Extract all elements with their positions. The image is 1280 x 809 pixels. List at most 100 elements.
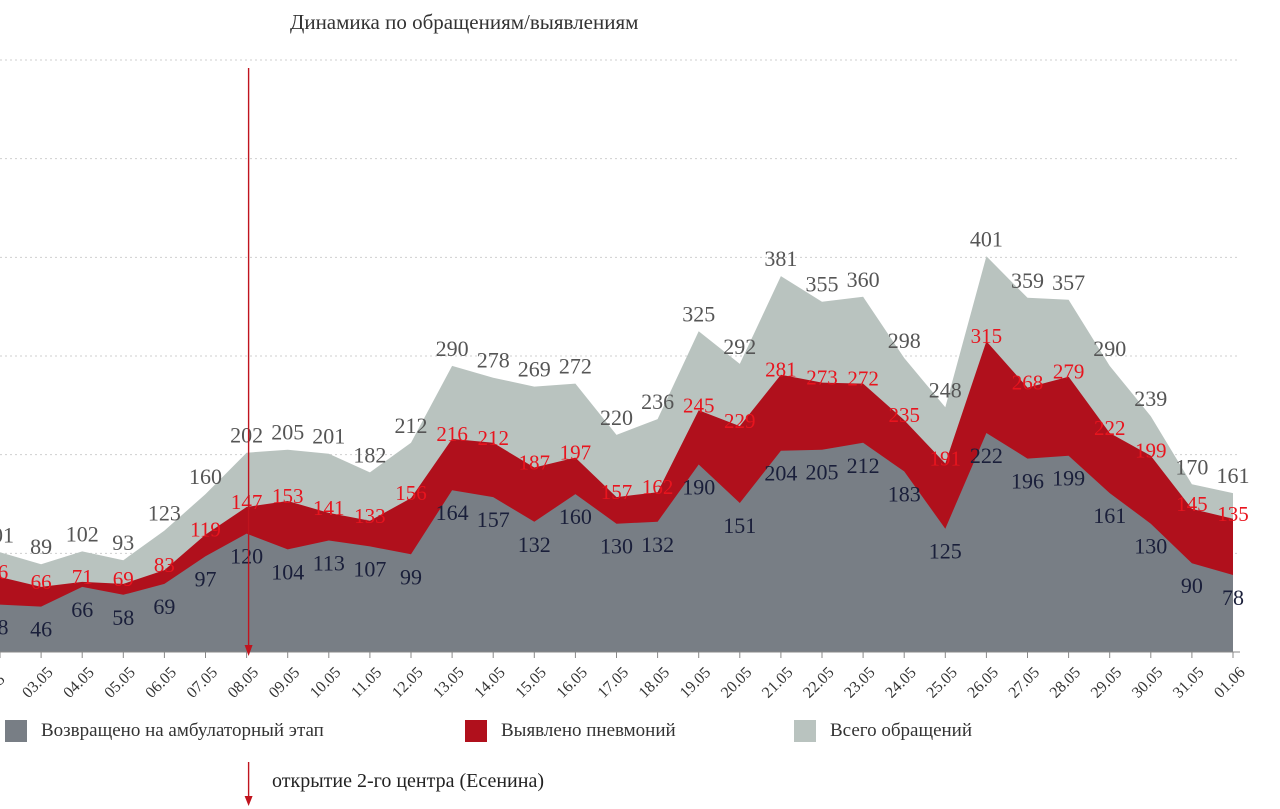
data-label-s0: 107	[353, 556, 386, 581]
data-label-s0: 190	[682, 475, 715, 500]
x-tick-label: 23.05	[841, 664, 878, 701]
data-label-s1: 273	[806, 366, 838, 390]
data-label-s0: 157	[477, 507, 510, 532]
x-tick-label: 27.05	[1006, 664, 1043, 701]
data-label-s1: 147	[231, 490, 263, 514]
data-label-s2: 93	[112, 530, 134, 555]
x-tick-label: 30.05	[1129, 664, 1166, 701]
data-label-s2: 325	[682, 301, 715, 326]
data-label-s0: 130	[1134, 534, 1167, 559]
data-label-s1: 153	[272, 484, 304, 508]
data-label-s1: 187	[519, 450, 551, 474]
data-label-s2: 272	[559, 354, 592, 379]
data-label-s2: 290	[436, 336, 469, 361]
chart-title: Динамика по обращениям/выявлениям	[290, 10, 639, 34]
data-label-s0: 66	[71, 597, 93, 622]
x-tick-label: 01.06	[1211, 664, 1248, 701]
data-label-s1: 69	[113, 567, 134, 591]
data-label-s0: 132	[518, 532, 551, 557]
data-label-s2: 357	[1052, 270, 1085, 295]
data-label-s0: 78	[1222, 585, 1244, 610]
data-label-s1: 281	[765, 358, 797, 382]
data-label-s2: 278	[477, 348, 510, 373]
data-label-s2: 220	[600, 405, 633, 430]
data-label-s2: 401	[970, 226, 1003, 251]
data-label-s0: 8	[0, 615, 9, 640]
annotation-arrowhead-lower	[244, 796, 253, 806]
x-tick-label: 24.05	[882, 664, 919, 701]
data-label-s0: 99	[400, 564, 422, 589]
data-label-s0: 160	[559, 504, 592, 529]
data-label-s1: 119	[190, 518, 221, 542]
data-label-s0: 196	[1011, 469, 1044, 494]
data-label-s2: 298	[888, 328, 921, 353]
data-label-s1: 141	[313, 496, 345, 520]
data-label-s1: 222	[1094, 416, 1126, 440]
data-label-s1: 71	[72, 565, 93, 589]
data-label-s0: 46	[30, 617, 52, 642]
data-label-s1: 156	[395, 481, 427, 505]
x-tick-label: 19.05	[677, 664, 714, 701]
data-label-s1: 197	[560, 441, 592, 465]
data-label-s1: 245	[683, 393, 715, 417]
x-tick-label: 08.05	[225, 664, 262, 701]
data-label-s1: 216	[436, 422, 468, 446]
legend-swatch-returned	[5, 720, 27, 742]
data-label-s1: 162	[642, 475, 674, 499]
x-tick-label: 07.05	[184, 664, 221, 701]
data-label-s2: 381	[764, 246, 797, 271]
area-series-0	[0, 433, 1233, 652]
data-label-s0: 90	[1181, 573, 1203, 598]
data-label-s1: 279	[1053, 360, 1085, 384]
data-label-s1: 83	[154, 553, 175, 577]
legend-item-total[interactable]: Всего обращений	[794, 720, 972, 742]
data-label-s0: 161	[1093, 503, 1126, 528]
x-tick-label: 05.05	[101, 664, 138, 701]
data-label-s0: 130	[600, 534, 633, 559]
data-label-s2: 202	[230, 423, 263, 448]
x-tick-label: 29.05	[1088, 664, 1125, 701]
data-label-s0: 97	[195, 566, 217, 591]
legend-item-returned[interactable]: Возвращено на амбулаторный этап	[5, 720, 324, 742]
data-label-s1: 212	[477, 426, 509, 450]
annotation-text: открытие 2-го центра (Есенина)	[272, 770, 544, 792]
x-tick-label: 26.05	[964, 664, 1001, 701]
data-label-s2: 360	[847, 267, 880, 292]
legend-item-pneumonia[interactable]: Выявлено пневмоний	[465, 720, 676, 742]
data-label-s0: 58	[112, 605, 134, 630]
data-label-s2: 102	[66, 521, 99, 546]
x-tick-label: 10.05	[307, 664, 344, 701]
x-tick-label: 14.05	[471, 664, 508, 701]
data-label-s2: 212	[395, 413, 428, 438]
legend-swatch-pneumonia	[465, 720, 487, 742]
data-label-s0: 104	[271, 559, 304, 584]
x-tick-label: 04.05	[60, 664, 97, 701]
data-label-s0: 125	[929, 539, 962, 564]
data-label-s1: 235	[888, 403, 920, 427]
data-label-s0: 164	[436, 500, 469, 525]
data-label-s0: 199	[1052, 466, 1085, 491]
data-label-s2: 201	[312, 424, 345, 449]
data-label-s1: 133	[354, 504, 386, 528]
data-label-s2: 160	[189, 464, 222, 489]
data-label-s2: 161	[1217, 463, 1250, 488]
data-label-s1: 229	[724, 409, 756, 433]
x-tick-label: 09.05	[266, 664, 303, 701]
data-label-s1: 199	[1135, 439, 1167, 463]
data-label-s2: 269	[518, 357, 551, 382]
data-label-s1: 6	[0, 560, 8, 584]
data-label-s1: 157	[601, 480, 633, 504]
legend-label-pneumonia: Выявлено пневмоний	[501, 720, 676, 741]
legend-swatch-total	[794, 720, 816, 742]
data-label-s0: 204	[764, 461, 797, 486]
data-label-s0: 132	[641, 532, 674, 557]
data-label-s0: 120	[230, 544, 263, 569]
x-tick-label: 20.05	[718, 664, 755, 701]
data-label-s2: 292	[723, 334, 756, 359]
data-label-s2: 89	[30, 534, 52, 559]
data-label-s1: 315	[971, 324, 1003, 348]
x-tick-label: 25.05	[923, 664, 960, 701]
x-tick-label: 18.05	[636, 664, 673, 701]
legend-label-total: Всего обращений	[830, 720, 973, 741]
